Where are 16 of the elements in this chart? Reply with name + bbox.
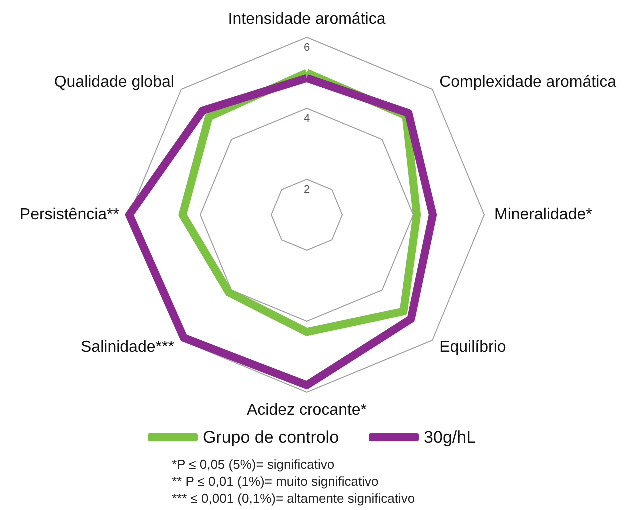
legend-label: Grupo de controlo [202,428,340,447]
y-tick-label: 6 [304,42,310,54]
text: *P ≤ 0,05 (5%)= significativo [172,457,335,472]
spoke-label: Mineralidade* [494,206,592,224]
spoke-label: Acidez crocante* [246,402,368,419]
spoke-label: Equilíbrio [440,339,506,356]
legend-label: 30g/hL [424,428,476,447]
text: *** ≤ 0,001 (0,1%)= altamente significativo [172,491,416,506]
spoke-label: Qualidade global [54,74,174,91]
spoke-label: Salinidade*** [81,339,174,356]
spoke-label: Intensidade aromática [228,11,386,28]
spoke-label: Persistência** [20,206,120,224]
spoke-label: Complexidade aromática [440,74,617,91]
y-tick-label: 2 [304,184,310,196]
y-tick-label: 4 [304,113,310,125]
text: ** P ≤ 0,01 (1%)= muito significativo [172,474,379,489]
